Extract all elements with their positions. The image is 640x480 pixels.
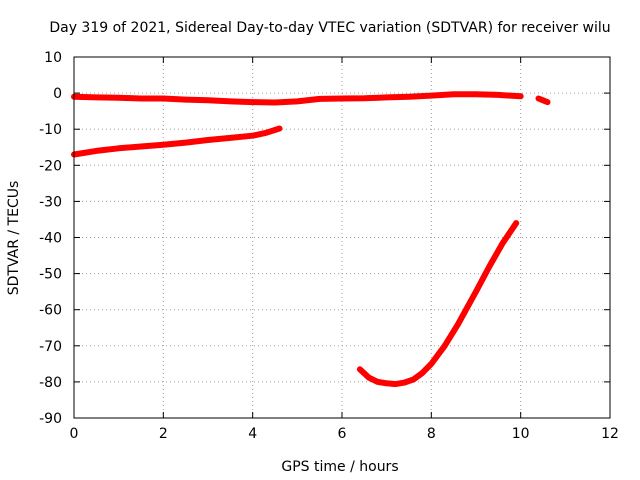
y-tick-label: -10 [39, 122, 62, 138]
x-tick-label: 12 [601, 426, 619, 442]
y-axis-label: SDTVAR / TECUs [6, 181, 22, 296]
chart-title: Day 319 of 2021, Sidereal Day-to-day VTE… [49, 20, 610, 36]
x-axis-label: GPS time / hours [281, 459, 398, 475]
axis-ticks: 0 2 4 6 8 10 12 10 0 -10 -20 -30 -40 -50 -60 -70 -80 -90 [39, 50, 619, 442]
y-tick-label: -30 [39, 194, 62, 210]
y-tick-label: -40 [39, 231, 62, 247]
series-line-track-late [535, 95, 551, 106]
x-tick-label: 2 [159, 426, 168, 442]
y-tick-label: -50 [39, 267, 62, 283]
x-tick-label: 10 [512, 426, 530, 442]
y-tick-label: -90 [39, 411, 62, 427]
series-line-track-dip [356, 220, 520, 388]
y-tick-label: 0 [53, 86, 62, 102]
grid-lines [74, 57, 610, 418]
y-tick-label: -80 [39, 375, 62, 391]
series-line-track-near-zero [71, 91, 524, 106]
y-tick-label: -60 [39, 303, 62, 319]
y-tick-label: -70 [39, 339, 62, 355]
series-lines [71, 91, 551, 388]
y-tick-label: 10 [44, 50, 62, 66]
series-line-track-rising [71, 125, 283, 158]
x-tick-label: 6 [338, 426, 347, 442]
x-tick-label: 8 [427, 426, 436, 442]
x-tick-label: 0 [70, 426, 79, 442]
x-tick-label: 4 [248, 426, 257, 442]
y-tick-label: -20 [39, 158, 62, 174]
